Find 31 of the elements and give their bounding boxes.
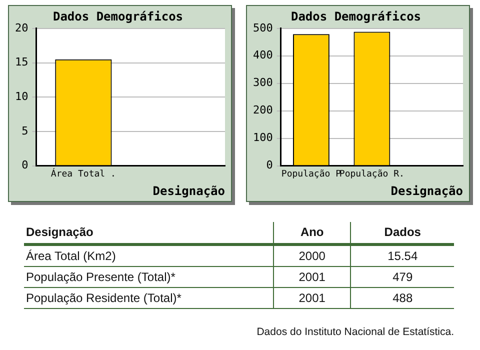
text: Dados: [350, 222, 454, 244]
text: População Residente (Total)*: [24, 288, 274, 308]
y-tick-label: 20: [14, 21, 28, 34]
y-tick-label: 200: [252, 104, 273, 117]
x-tick-label: População P: [281, 170, 342, 180]
text: 15.54: [350, 244, 454, 266]
text: 488: [350, 288, 454, 308]
y-tick-label: 0: [266, 158, 273, 172]
x-tick-label: Área Total .: [50, 168, 116, 180]
x-axis-title: Designação: [390, 184, 463, 198]
x-axis-title: Designação: [152, 184, 225, 198]
text: Área Total (Km2): [24, 244, 274, 266]
y-tick-label: 300: [252, 76, 273, 90]
y-tick-label: 15: [14, 56, 28, 69]
y-tick-label: 5: [22, 124, 28, 138]
y-tick-label: 400: [252, 48, 273, 62]
text: 2000: [273, 244, 351, 266]
text: 2001: [273, 266, 351, 288]
text: Ano: [273, 222, 351, 244]
y-tick-label: 100: [252, 131, 273, 144]
y-tick-label: 0: [22, 158, 28, 172]
x-tick-label: População R.: [339, 170, 404, 180]
chart-title: Dados Demográficos: [52, 9, 184, 24]
text: Designação: [24, 222, 274, 244]
y-tick-label: 500: [252, 21, 273, 34]
text: Dados do Instituto Nacional de Estatística.: [256, 326, 454, 338]
chart-title: Dados Demográficos: [290, 9, 422, 24]
text: População Presente (Total)*: [24, 266, 274, 288]
text: 479: [350, 266, 454, 288]
text: 2001: [273, 288, 351, 308]
y-tick-label: 10: [14, 90, 28, 103]
